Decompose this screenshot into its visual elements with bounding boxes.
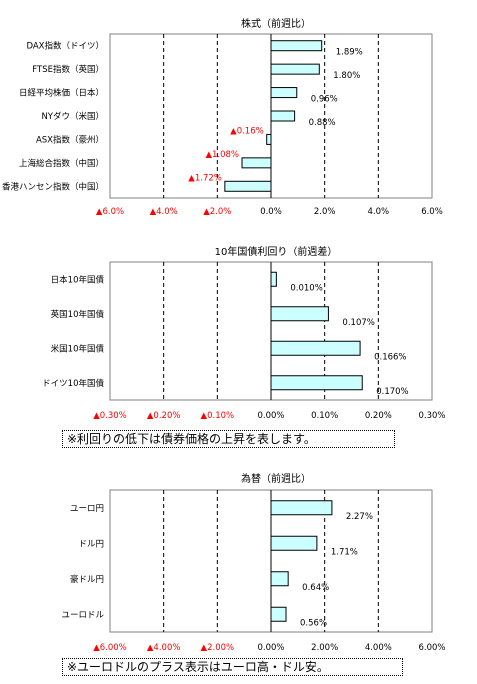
x-tick-label: 0.10% [311,411,338,421]
bar [270,87,298,99]
category-label: 日本10年国債 [51,274,105,285]
x-tick-label: ▲2.0% [203,207,231,217]
x-tick-label: 0.0% [260,207,282,217]
x-tick-label: 0.20% [365,411,392,421]
stock-chart: 株式（前週比） DAX指数（ドイツ） 1.89% FTSE指数（英国） 1.80% 日経平… [2,17,443,217]
bar [270,606,287,622]
bar [270,500,333,516]
x-tick-label: 0.00% [257,411,284,421]
x-tick-label: 6.0% [421,207,443,217]
data-label: 0.170% [376,387,408,397]
chart-title: 株式（前週比） [241,17,311,30]
data-label: ▲1.08% [205,150,239,160]
category-label: 豪ドル円 [70,574,104,585]
x-tick-label: ▲2.00% [201,643,235,653]
bar [270,375,363,391]
data-label: ▲0.16% [230,126,264,136]
x-tick-label: ▲4.00% [147,643,181,653]
category-label: 上海総合指数（中国） [19,158,104,169]
category-label: NYダウ（米国） [41,111,104,122]
category-label: 英国10年国債 [51,309,105,320]
category-label: ASX指数（豪州） [36,134,104,145]
data-label: 0.166% [374,352,406,362]
category-label: FTSE指数（英国） [32,64,104,75]
data-label: 1.89% [336,48,363,58]
bar [241,157,272,169]
x-tick-label: 0.00% [257,643,284,653]
data-label: 0.010% [290,283,322,293]
bar [270,40,323,52]
data-label: 0.56% [300,618,327,628]
bar [270,63,320,75]
bar [270,306,329,322]
bar [270,535,318,551]
data-label: 1.80% [333,71,360,81]
x-tick-label: 4.00% [365,643,392,653]
x-tick-label: 2.00% [311,643,338,653]
x-tick-label: ▲0.10% [201,411,235,421]
bar [270,340,361,356]
data-label: 0.88% [309,118,336,128]
x-tick-label: ▲4.0% [150,207,178,217]
category-label: ユーロドル [61,610,104,620]
bar [270,271,277,287]
category-label: 香港ハンセン指数（中国） [2,181,104,192]
x-tick-label: 4.0% [368,207,390,217]
category-label: ユーロ円 [70,504,104,514]
x-tick-label: ▲6.00% [93,643,127,653]
chart-title: 10年国債利回り（前週差） [215,245,338,258]
x-tick-label: 2.0% [314,207,336,217]
category-label: DAX指数（ドイツ） [26,41,104,52]
bar [270,110,296,122]
data-label: 0.64% [302,583,329,593]
x-tick-label: 0.30% [418,411,445,421]
fx-chart: 為替（前週比） ユーロ円 2.27% ドル円 1.71% 豪ドル円 0.64% ユーロドル 0.… [61,472,445,653]
chart-title: 為替（前週比） [241,472,311,485]
category-label: ドル円 [78,539,104,549]
bond-yield-chart: 10年国債利回り（前週差） 日本10年国債 0.010% 英国10年国債 0.107% 米… [42,245,445,421]
data-label: 0.96% [311,95,338,105]
data-label: 2.27% [346,512,373,522]
bar [270,571,289,587]
bar [266,133,272,145]
category-label: 日経平均株価（日本） [19,88,104,99]
category-label: ドイツ10年国債 [42,378,104,389]
x-tick-label: 6.00% [418,643,445,653]
fx-note: ※ユーロドルのプラス表示はユーロ高・ドル安。 [62,658,403,676]
x-tick-label: ▲6.0% [96,207,124,217]
data-label: 0.107% [342,318,374,328]
x-tick-label: ▲0.20% [147,411,181,421]
x-tick-label: ▲0.30% [93,411,127,421]
bond-note: ※利回りの低下は債券価格の上昇を表します。 [62,430,395,448]
data-label: ▲1.72% [188,173,222,183]
bar [224,180,272,192]
data-label: 1.71% [331,547,358,557]
category-label: 米国10年国債 [51,343,105,354]
